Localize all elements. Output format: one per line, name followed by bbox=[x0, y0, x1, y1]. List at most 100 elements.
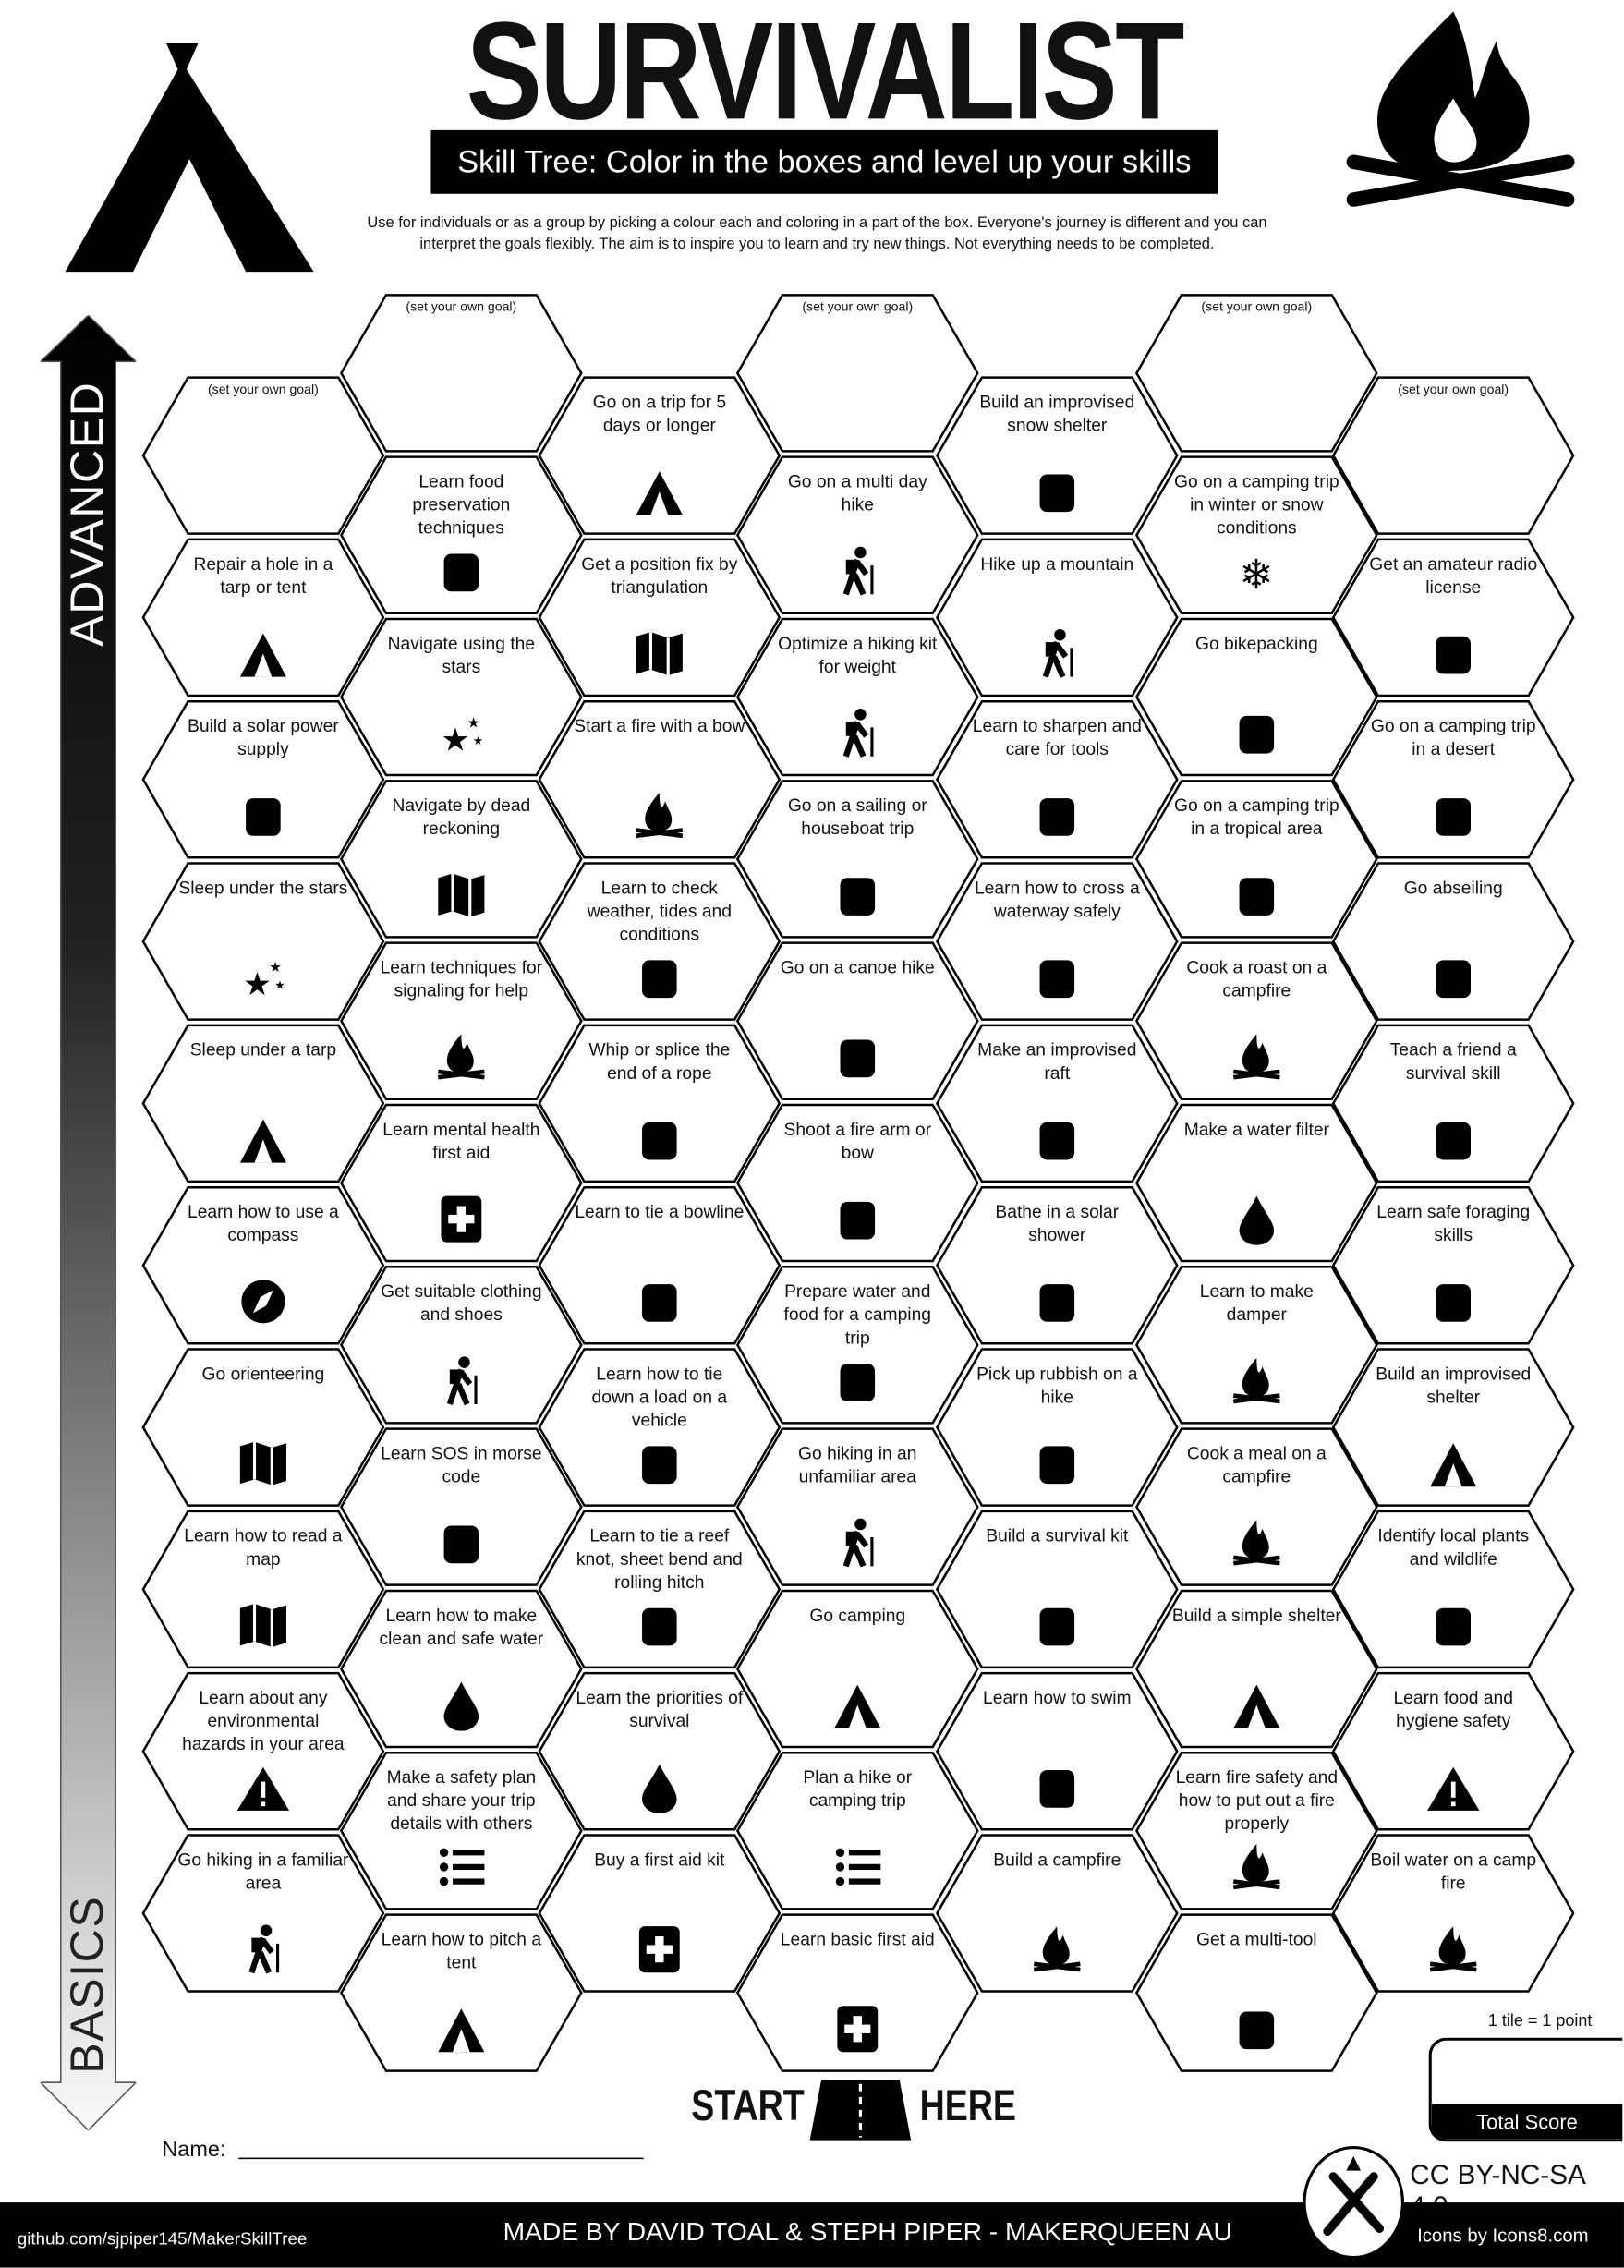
custom-goal-hex[interactable]: (set your own goal) bbox=[141, 376, 385, 535]
skill-hex[interactable]: Teach a friend a survival skill bbox=[1331, 1024, 1575, 1183]
skill-hex[interactable]: Go hiking in an unfamiliar area bbox=[735, 1427, 979, 1586]
name-field[interactable] bbox=[238, 2157, 644, 2160]
custom-goal-hex[interactable]: (set your own goal) bbox=[1134, 294, 1378, 453]
skill-hex[interactable]: Learn food and hygiene safety bbox=[1331, 1671, 1575, 1831]
campfire-icon bbox=[438, 1034, 485, 1080]
rope-icon bbox=[642, 1122, 677, 1160]
skill-hex[interactable]: Whip or splice the end of a rope bbox=[538, 1024, 782, 1183]
skill-hex[interactable]: Bathe in a solar shower bbox=[935, 1185, 1179, 1345]
custom-goal-hex[interactable]: (set your own goal) bbox=[339, 294, 583, 453]
skill-hex[interactable]: Build an improvised shelter bbox=[1331, 1348, 1575, 1507]
skill-hex[interactable]: Make a water filter bbox=[1134, 1103, 1378, 1263]
campfire-icon bbox=[636, 792, 684, 839]
skill-hex[interactable]: Learn about any environmental hazards in… bbox=[141, 1671, 385, 1831]
skill-hex[interactable]: Pick up rubbish on a hike bbox=[935, 1348, 1179, 1507]
skill-hex[interactable]: Learn SOS in morse code bbox=[339, 1427, 583, 1586]
skill-hex[interactable]: Go on a camping trip in a desert bbox=[1331, 699, 1575, 859]
skill-hex[interactable]: Identify local plants and wildlife bbox=[1331, 1510, 1575, 1669]
skill-hex[interactable]: Learn the priorities of survival bbox=[538, 1671, 782, 1831]
skill-label: Go orienteering bbox=[201, 1364, 325, 1385]
skill-label: Navigate by dead reckoning bbox=[392, 794, 531, 839]
skill-label: Sleep under a tarp bbox=[189, 1039, 337, 1061]
skill-hex[interactable]: Go orienteering bbox=[141, 1348, 385, 1507]
skill-hex[interactable]: Optimize a hiking kit for weight bbox=[735, 617, 979, 777]
skill-hex[interactable]: Build a solar power supply bbox=[141, 699, 385, 859]
knot-icon bbox=[642, 1607, 677, 1646]
berries-icon bbox=[1436, 1284, 1472, 1322]
skill-hex[interactable]: Learn basic first aid bbox=[735, 1913, 979, 2072]
skill-hex[interactable]: Learn how to read a map bbox=[141, 1510, 385, 1669]
skill-hex[interactable]: Sleep under a tarp bbox=[141, 1024, 385, 1183]
skill-hex[interactable]: Learn food preservation techniques bbox=[339, 455, 583, 614]
hex-outline bbox=[538, 1185, 782, 1345]
hex-outline bbox=[735, 294, 979, 453]
skill-hex[interactable]: Learn techniques for signaling for help bbox=[339, 941, 583, 1100]
skill-hex[interactable]: Get a multi-tool bbox=[1134, 1913, 1378, 2072]
tent-icon bbox=[1430, 1443, 1477, 1487]
hex-outline bbox=[538, 1510, 782, 1669]
skill-label: Go on a camping trip in winter or snow c… bbox=[1173, 471, 1339, 539]
skill-label: Learn about any environmental hazards in… bbox=[182, 1687, 345, 1754]
skill-hex[interactable]: Learn fire safety and how to put out a f… bbox=[1134, 1752, 1378, 1910]
skill-hex[interactable]: Go hiking in a familiar area bbox=[141, 1834, 385, 1993]
hex-outline bbox=[935, 1834, 1179, 1993]
skill-hex[interactable]: Go on a camping trip in a tropical area bbox=[1134, 780, 1378, 939]
skill-hex[interactable]: Plan a hike or camping trip bbox=[735, 1752, 979, 1910]
skill-hex[interactable]: Go bikepacking bbox=[1134, 617, 1378, 777]
skill-hex[interactable]: Learn to make damper bbox=[1134, 1266, 1378, 1425]
skill-hex[interactable]: Learn how to use a compass bbox=[141, 1185, 385, 1345]
skill-hex[interactable]: Learn how to tie down a load on a vehicl… bbox=[538, 1348, 782, 1507]
skill-hex[interactable]: Learn how to swim bbox=[935, 1671, 1179, 1831]
skill-hex[interactable]: Get suitable clothing and shoes bbox=[339, 1266, 583, 1425]
skill-hex[interactable]: Make an improvised raft bbox=[935, 1024, 1179, 1183]
skill-hex[interactable]: Build a simple shelter bbox=[1134, 1589, 1378, 1749]
skill-hex[interactable]: Make a safety plan and share your trip d… bbox=[339, 1752, 583, 1910]
skill-hex[interactable]: Hike up a mountain bbox=[935, 538, 1179, 697]
github-link[interactable]: github.com/sjpiper145/MakerSkillTree bbox=[17, 2228, 308, 2250]
skill-label: Make a water filter bbox=[1183, 1119, 1329, 1140]
skill-hex[interactable]: Cook a meal on a campfire bbox=[1134, 1427, 1378, 1586]
skill-hex[interactable]: Go on a trip for 5 days or longer bbox=[538, 376, 782, 535]
skill-hex[interactable]: Sleep under the stars ★ ★ ★ bbox=[141, 862, 385, 1021]
skill-hex[interactable]: Repair a hole in a tarp or tent bbox=[141, 538, 385, 697]
skill-hex[interactable]: Get an amateur radio license bbox=[1331, 538, 1575, 697]
skill-hex[interactable]: Learn safe foraging skills bbox=[1331, 1185, 1575, 1345]
skill-hex[interactable]: Learn how to cross a waterway safely bbox=[935, 862, 1179, 1021]
skill-hex[interactable]: Navigate using the stars ★ ★ ★ bbox=[339, 617, 583, 777]
skill-hex[interactable]: Learn how to make clean and safe water bbox=[339, 1589, 583, 1749]
page-title: SURVIVALIST bbox=[466, 0, 1185, 150]
skill-hex[interactable]: Learn to check weather, tides and condit… bbox=[538, 862, 782, 1021]
skill-hex[interactable]: Learn to tie a bowline bbox=[538, 1185, 782, 1345]
skill-hex[interactable]: Build a survival kit bbox=[935, 1510, 1179, 1669]
custom-goal-hex[interactable]: (set your own goal) bbox=[1331, 376, 1575, 535]
skill-label: Optimize a hiking kit for weight bbox=[778, 633, 938, 677]
skill-hex[interactable]: Build an improvised snow shelter bbox=[935, 376, 1179, 535]
skill-hex[interactable]: Build a campfire bbox=[935, 1834, 1179, 1993]
skill-hex[interactable]: Buy a first aid kit bbox=[538, 1834, 782, 1993]
total-score-box[interactable]: Total Score bbox=[1428, 2037, 1623, 2142]
skill-hex[interactable]: Learn mental health first aid bbox=[339, 1103, 583, 1263]
skill-label: Pick up rubbish on a hike bbox=[976, 1364, 1138, 1408]
skill-hex[interactable]: Boil water on a camp fire bbox=[1331, 1834, 1575, 1993]
skill-hex[interactable]: Navigate by dead reckoning bbox=[339, 780, 583, 939]
skill-hex[interactable]: Start a fire with a bow bbox=[538, 699, 782, 859]
skill-hex[interactable]: Learn how to pitch a tent bbox=[339, 1913, 583, 2072]
skill-hex[interactable]: Go on a canoe hike bbox=[735, 941, 979, 1100]
skill-hex[interactable]: Learn to tie a reef knot, sheet bend and… bbox=[538, 1510, 782, 1669]
skill-hex[interactable]: Prepare water and food for a camping tri… bbox=[735, 1266, 979, 1425]
skill-label: Learn to make damper bbox=[1199, 1280, 1314, 1325]
custom-goal-hex[interactable]: (set your own goal) bbox=[735, 294, 979, 453]
skill-hex[interactable]: Go on a camping trip in winter or snow c… bbox=[1134, 455, 1378, 614]
skill-hex[interactable]: Go on a multi day hike bbox=[735, 455, 979, 614]
skill-hex[interactable]: Cook a roast on a campfire bbox=[1134, 941, 1378, 1100]
skill-hex[interactable]: Get a position fix by triangulation bbox=[538, 538, 782, 697]
skill-hex[interactable]: Go on a sailing or houseboat trip bbox=[735, 780, 979, 939]
skill-hex[interactable]: Go abseiling bbox=[1331, 862, 1575, 1021]
skill-hex[interactable]: Learn to sharpen and care for tools bbox=[935, 699, 1179, 859]
start-label: START bbox=[691, 2082, 805, 2130]
skill-hex[interactable]: Shoot a fire arm or bow bbox=[735, 1103, 979, 1263]
toolbox-icon bbox=[1039, 1607, 1075, 1646]
skill-hex[interactable]: Go camping bbox=[735, 1589, 979, 1749]
campfire-icon bbox=[1232, 1034, 1280, 1080]
hex-outline bbox=[339, 1913, 583, 2072]
